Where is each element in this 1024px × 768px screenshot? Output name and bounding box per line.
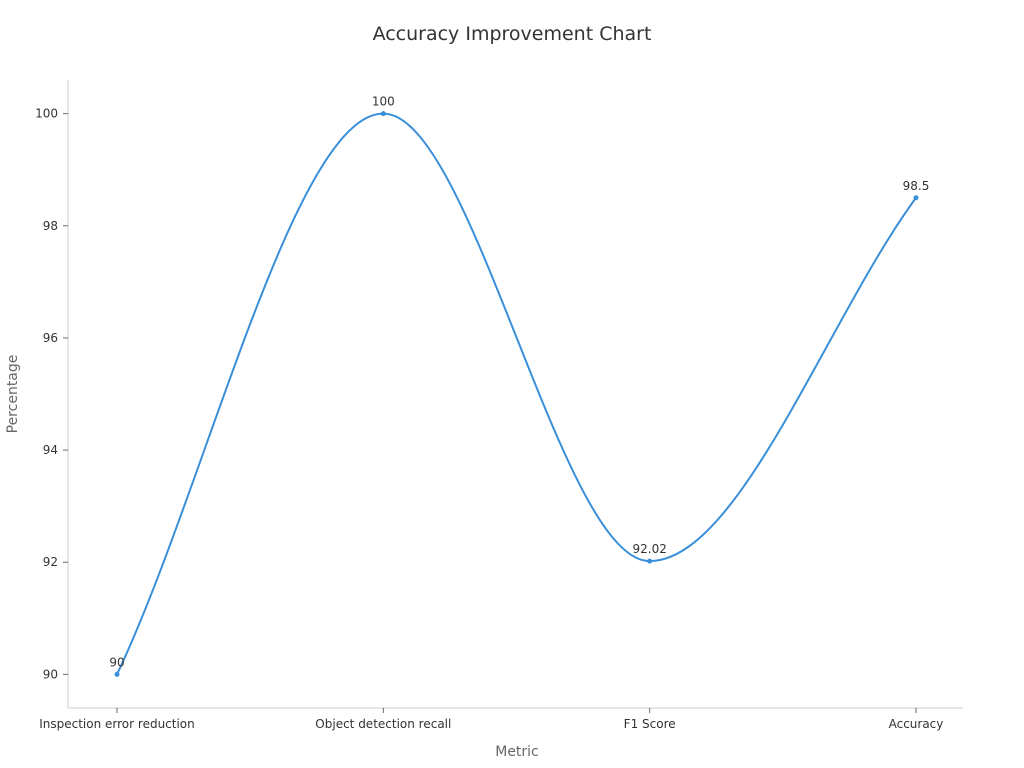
data-label: 98.5 bbox=[903, 179, 930, 193]
data-label: 100 bbox=[372, 95, 395, 109]
data-point bbox=[380, 111, 386, 117]
x-tick-label: F1 Score bbox=[624, 717, 676, 731]
y-tick-label: 98 bbox=[43, 219, 58, 233]
data-label: 92.02 bbox=[632, 542, 666, 556]
data-point bbox=[913, 195, 919, 201]
y-tick-label: 96 bbox=[43, 331, 58, 345]
y-axis-title: Percentage bbox=[5, 355, 21, 434]
y-tick-label: 90 bbox=[43, 667, 58, 681]
data-point bbox=[114, 671, 120, 677]
chart-title: Accuracy Improvement Chart bbox=[373, 23, 652, 45]
x-axis-ticks: Inspection error reduction Object detecti… bbox=[39, 708, 943, 731]
data-label: 90 bbox=[109, 655, 124, 669]
y-axis-ticks: 90 92 94 96 98 100 bbox=[35, 107, 68, 681]
y-tick-label: 100 bbox=[35, 107, 58, 121]
x-tick-label: Accuracy bbox=[889, 717, 944, 731]
data-point bbox=[647, 558, 653, 564]
y-tick-label: 92 bbox=[43, 555, 58, 569]
x-axis-title: Metric bbox=[495, 744, 539, 760]
y-tick-label: 94 bbox=[43, 443, 58, 457]
series-group: 90 100 92.02 98.5 bbox=[109, 95, 929, 677]
x-tick-label: Object detection recall bbox=[315, 717, 451, 731]
x-tick-label: Inspection error reduction bbox=[39, 717, 195, 731]
series-line bbox=[116, 112, 917, 675]
